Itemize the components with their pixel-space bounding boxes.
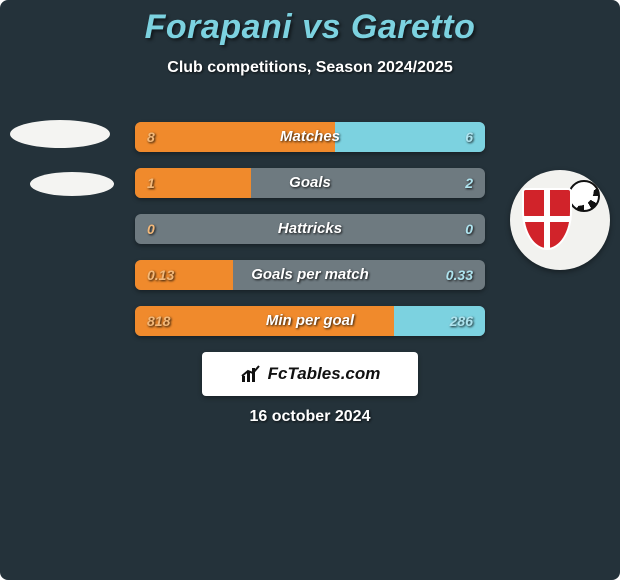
stat-row: 12Goals xyxy=(135,168,485,198)
stat-label: Goals xyxy=(135,168,485,198)
ellipse-icon xyxy=(10,120,110,148)
stat-label: Matches xyxy=(135,122,485,152)
shield-icon xyxy=(522,188,572,250)
stat-row: 818286Min per goal xyxy=(135,306,485,336)
stat-label: Hattricks xyxy=(135,214,485,244)
page-title: Forapani vs Garetto xyxy=(0,0,620,47)
ellipse-icon xyxy=(30,172,114,196)
ball-icon xyxy=(568,180,600,212)
stat-row: 86Matches xyxy=(135,122,485,152)
subtitle: Club competitions, Season 2024/2025 xyxy=(0,59,620,77)
brand-text: FcTables.com xyxy=(268,364,381,384)
club-crest-icon xyxy=(510,170,610,270)
stats-panel: 86Matches 12Goals 00Hattricks 0.130.33Goals… xyxy=(135,122,485,352)
player-right-badge xyxy=(510,170,610,270)
date-text: 16 october 2024 xyxy=(0,408,620,426)
comparison-card: Forapani vs Garetto Club competitions, S… xyxy=(0,0,620,580)
player-left-badge xyxy=(10,120,110,220)
stat-label: Min per goal xyxy=(135,306,485,336)
stat-row: 00Hattricks xyxy=(135,214,485,244)
stat-row: 0.130.33Goals per match xyxy=(135,260,485,290)
chart-icon xyxy=(240,364,262,384)
stat-label: Goals per match xyxy=(135,260,485,290)
brand-badge: FcTables.com xyxy=(202,352,418,396)
